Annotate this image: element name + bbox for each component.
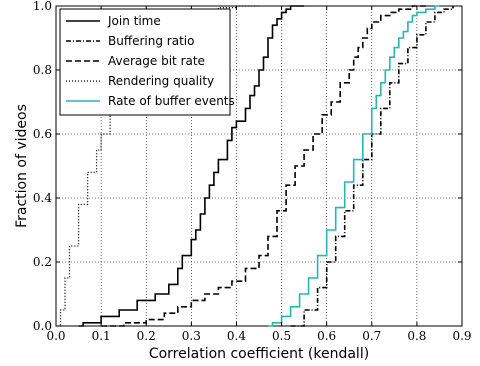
y-tick-label: 0.6 xyxy=(33,127,52,141)
series-lines xyxy=(58,5,454,327)
legend-label-rate-of-buffer-events: Rate of buffer events xyxy=(108,94,235,108)
x-tick-label: 0.3 xyxy=(182,329,201,343)
x-tick-label: 0.8 xyxy=(407,329,426,343)
legend: Join time Buffering ratio Average bit rate… xyxy=(59,8,235,116)
grid xyxy=(56,6,462,326)
x-tick-label: 0.6 xyxy=(317,329,336,343)
x-tick-label: 0.5 xyxy=(272,329,291,343)
x-axis-title: Correlation coefficient (kendall) xyxy=(149,346,369,362)
series-line-join-time xyxy=(78,5,305,327)
series-line-rate-of-buffer-events xyxy=(268,5,440,327)
x-tick-label: 0.9 xyxy=(452,329,471,343)
y-axis-title: Fraction of videos xyxy=(14,104,30,228)
y-tick-label: 0.0 xyxy=(33,319,52,333)
series-line-average-bit-rate xyxy=(101,5,426,327)
x-tick-label: 0.4 xyxy=(227,329,246,343)
x-tick-label: 0.2 xyxy=(137,329,156,343)
legend-label-rendering-quality: Rendering quality xyxy=(108,74,214,88)
x-tick-label: 0.1 xyxy=(92,329,111,343)
y-tick-label: 1.0 xyxy=(33,0,52,13)
x-tick-label: 0.7 xyxy=(362,329,381,343)
axis-ticks: 0.0 0.1 0.2 0.3 0.4 0.5 0.6 0.7 0.8 0.9 0.0 0.2 0.4 0… xyxy=(33,0,472,343)
y-tick-label: 0.8 xyxy=(33,63,52,77)
series-line-buffering-ratio xyxy=(290,6,454,327)
legend-box xyxy=(59,8,231,116)
legend-label-average-bit-rate: Average bit rate xyxy=(108,54,205,68)
x-tick-label: 0.0 xyxy=(46,329,65,343)
y-tick-label: 0.4 xyxy=(33,191,52,205)
legend-label-join-time: Join time xyxy=(107,14,161,28)
y-tick-label: 0.2 xyxy=(33,255,52,269)
legend-label-buffering-ratio: Buffering ratio xyxy=(108,34,194,48)
